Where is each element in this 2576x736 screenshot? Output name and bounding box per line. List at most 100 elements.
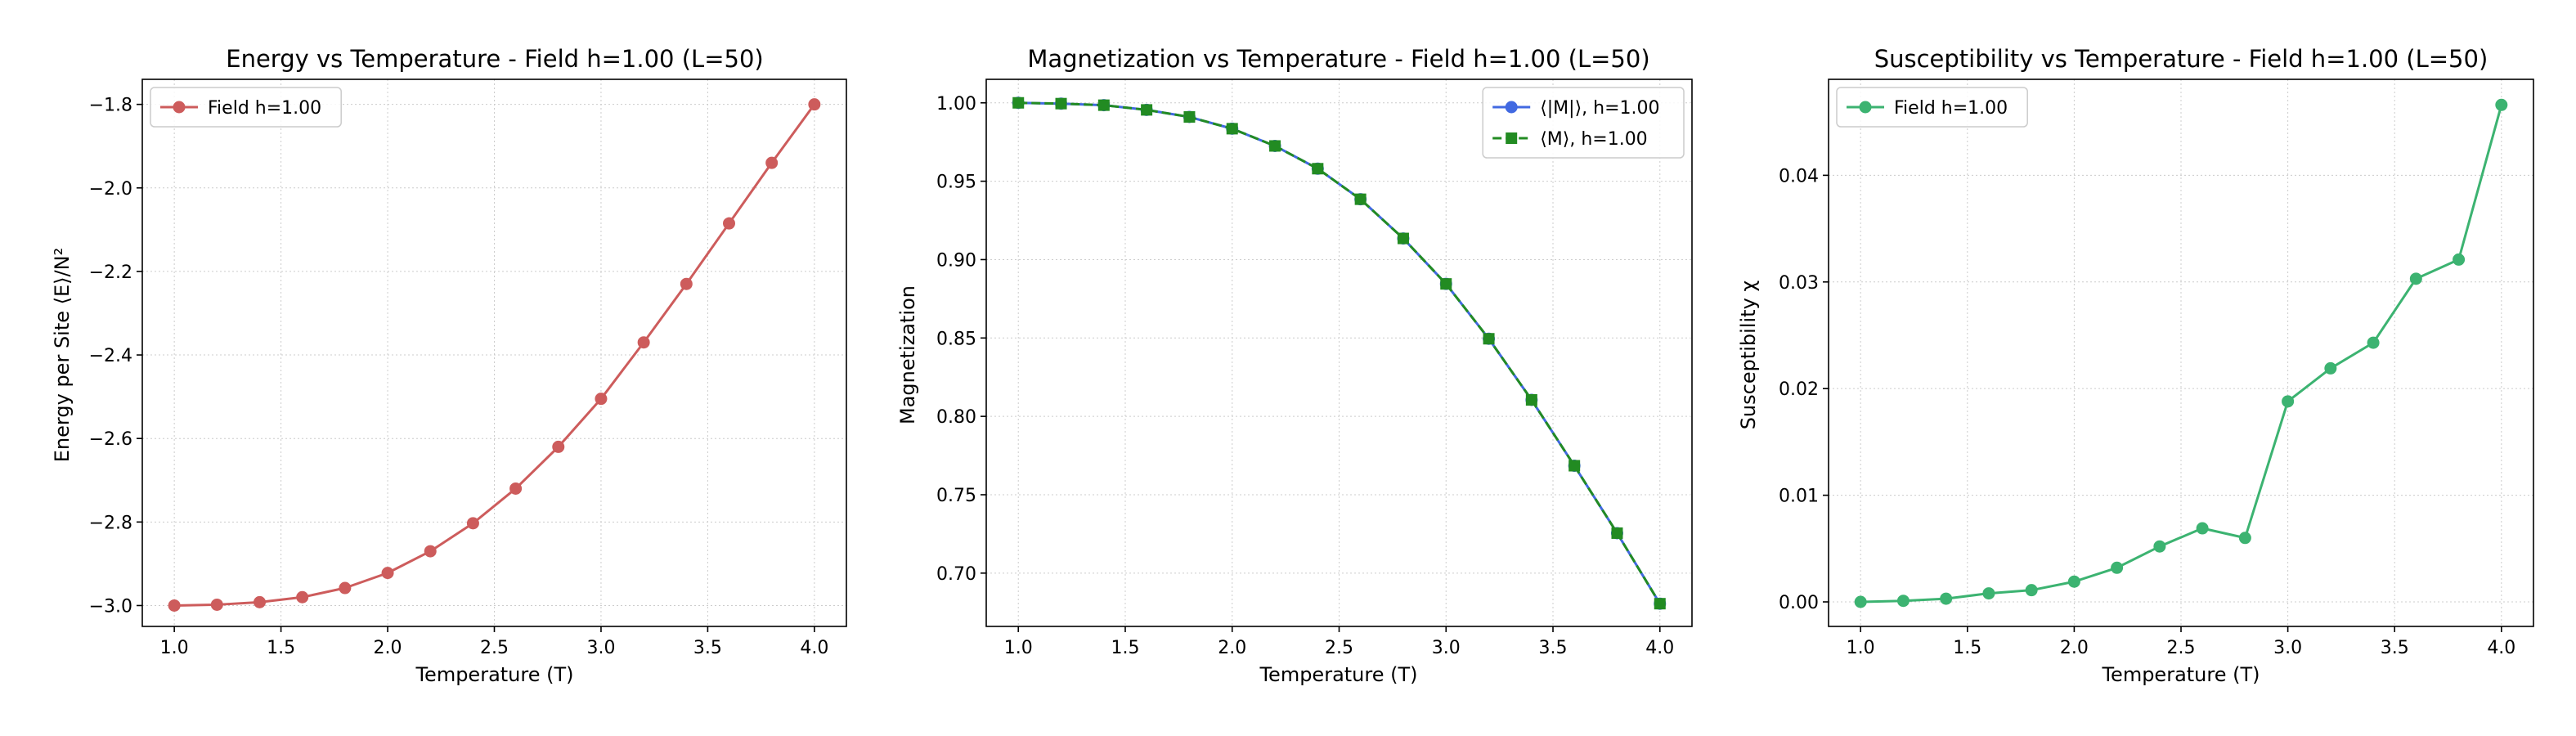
susceptibility-y-tick-label: 0.03 bbox=[1779, 273, 1819, 294]
energy-y-tick-label: −3.0 bbox=[89, 596, 132, 617]
magnetization-y-tick-label: 0.80 bbox=[936, 407, 976, 428]
energy-chart-title: Energy vs Temperature - Field h=1.00 (L=… bbox=[226, 45, 763, 73]
magnetization-legend-label: ⟨|M|⟩, h=1.00 bbox=[1540, 98, 1659, 119]
energy-x-tick-label: 3.5 bbox=[693, 638, 722, 658]
susceptibility-x-tick-label: 4.0 bbox=[2487, 638, 2515, 658]
magnetization-chart-title: Magnetization vs Temperature - Field h=1… bbox=[1027, 45, 1649, 73]
susceptibility-axes-frame bbox=[1828, 79, 2534, 627]
magnetization-legend-label: ⟨M⟩, h=1.00 bbox=[1540, 129, 1648, 150]
energy-data-point bbox=[552, 440, 565, 453]
energy-data-point bbox=[339, 581, 352, 595]
magnetization-axes-frame bbox=[985, 79, 1693, 627]
magnetization-y-tick-label: 0.85 bbox=[936, 329, 976, 349]
magnetization-y-tick-label: 0.70 bbox=[936, 564, 976, 585]
susceptibility-y-tick-label: 0.01 bbox=[1779, 487, 1819, 507]
magnetization-series-1 bbox=[1012, 96, 1666, 610]
energy-x-tick-label: 1.0 bbox=[160, 638, 189, 658]
susceptibility-data-point bbox=[2153, 540, 2166, 553]
susceptibility-x-tick-label: 1.5 bbox=[1953, 638, 1981, 658]
energy-axes-frame bbox=[141, 79, 847, 627]
susceptibility-plot-area: 1.0 1.5 2.0 2.5 3.0 3.5 4.0 0.00 0.01 0.02 0.03 0.0… bbox=[1779, 79, 2534, 658]
energy-series-0 bbox=[168, 98, 821, 612]
magnetization-data-point bbox=[1654, 598, 1666, 610]
magnetization-y-tick-label: 0.90 bbox=[936, 250, 976, 271]
magnetization-x-tick-label: 3.5 bbox=[1539, 638, 1568, 658]
magnetization-data-point bbox=[1568, 460, 1581, 472]
magnetization-x-tick-label: 2.0 bbox=[1218, 638, 1246, 658]
susceptibility-x-tick-label: 3.5 bbox=[2381, 638, 2409, 658]
energy-data-point bbox=[723, 217, 735, 230]
energy-series-line bbox=[174, 103, 816, 607]
magnetization-x-tick-label: 1.5 bbox=[1111, 638, 1139, 658]
magnetization-data-point bbox=[1312, 163, 1324, 175]
susceptibility-legend-label: Field h=1.00 bbox=[1894, 98, 2008, 119]
magnetization-data-point bbox=[1397, 232, 1409, 245]
susceptibility-data-point bbox=[1896, 595, 1910, 608]
energy-data-point bbox=[680, 277, 693, 290]
magnetization-y-tick-label: 0.75 bbox=[936, 486, 976, 506]
susceptibility-y-tick-label: 0.00 bbox=[1779, 593, 1819, 613]
susceptibility-legend: Field h=1.00 bbox=[1836, 87, 2028, 128]
energy-data-point bbox=[424, 545, 437, 558]
susceptibility-data-point bbox=[2025, 584, 2038, 597]
energy-data-point bbox=[296, 590, 309, 604]
energy-x-tick-label: 4.0 bbox=[800, 638, 828, 658]
magnetization-data-point bbox=[1183, 111, 1196, 123]
energy-x-tick-label: 3.0 bbox=[586, 638, 615, 658]
susceptibility-data-point bbox=[2495, 98, 2508, 111]
magnetization-data-point bbox=[1012, 96, 1025, 109]
magnetization-data-point bbox=[1269, 140, 1281, 152]
susceptibility-series-line bbox=[1860, 104, 2503, 604]
magnetization-data-point bbox=[1483, 333, 1495, 345]
susceptibility-x-tick-label: 2.0 bbox=[2060, 638, 2089, 658]
energy-x-tick-label: 1.5 bbox=[267, 638, 295, 658]
energy-data-point bbox=[808, 98, 821, 111]
magnetization-x-tick-label: 4.0 bbox=[1645, 638, 1674, 658]
energy-y-tick-label: −2.0 bbox=[89, 179, 132, 200]
magnetization-legend-box bbox=[1482, 87, 1685, 159]
magnetization-data-point bbox=[1055, 97, 1067, 110]
susceptibility-data-point bbox=[2238, 532, 2251, 545]
energy-legend-box bbox=[150, 87, 342, 128]
energy-data-point bbox=[168, 599, 181, 612]
magnetization-data-point bbox=[1097, 99, 1110, 111]
energy-y-tick-label: −2.4 bbox=[89, 346, 132, 366]
susceptibility-data-point bbox=[2409, 272, 2422, 285]
energy-data-point bbox=[466, 517, 479, 530]
energy-plot-area: 1.0 1.5 2.0 2.5 3.0 3.5 4.0 −3.0 −2.8 −2.6 −2.4 −2.… bbox=[89, 79, 847, 658]
susceptibility-data-point bbox=[2282, 395, 2295, 408]
energy-data-point bbox=[765, 156, 779, 169]
magnetization-data-point bbox=[1525, 394, 1537, 406]
energy-y-tick-label: −2.6 bbox=[89, 429, 132, 450]
susceptibility-x-tick-label: 1.0 bbox=[1847, 638, 1875, 658]
susceptibility-y-axis-label: Susceptibility χ bbox=[1737, 280, 1760, 430]
susceptibility-chart-panel: Susceptibility vs Temperature - Field h=… bbox=[1737, 45, 2534, 686]
magnetization-chart-panel: Magnetization vs Temperature - Field h=1… bbox=[896, 45, 1693, 686]
susceptibility-data-point bbox=[2453, 253, 2466, 266]
energy-chart-panel: Energy vs Temperature - Field h=1.00 (L=… bbox=[51, 45, 847, 686]
susceptibility-data-point bbox=[2067, 575, 2080, 588]
susceptibility-y-tick-label: 0.02 bbox=[1779, 379, 1819, 400]
magnetization-x-tick-label: 1.0 bbox=[1004, 638, 1033, 658]
magnetization-plot-area: 1.0 1.5 2.0 2.5 3.0 3.5 4.0 0.70 0.75 0.80 0.85 0.9… bbox=[936, 79, 1693, 658]
energy-data-point bbox=[595, 393, 608, 406]
energy-y-axis-label: Energy per Site ⟨E⟩/N² bbox=[51, 248, 74, 462]
energy-x-tick-label: 2.0 bbox=[374, 638, 402, 658]
susceptibility-x-axis-label: Temperature (T) bbox=[2101, 663, 2260, 686]
susceptibility-y-tick-label: 0.04 bbox=[1779, 166, 1819, 186]
magnetization-data-point bbox=[1611, 527, 1623, 539]
magnetization-y-tick-label: 1.00 bbox=[936, 94, 976, 114]
energy-x-tick-label: 2.5 bbox=[480, 638, 509, 658]
energy-data-point bbox=[210, 598, 223, 611]
magnetization-series-line bbox=[1018, 101, 1662, 604]
magnetization-y-tick-label: 0.95 bbox=[936, 173, 976, 193]
susceptibility-x-tick-label: 2.5 bbox=[2167, 638, 2196, 658]
magnetization-legend: ⟨|M|⟩, h=1.00 ⟨M⟩, h=1.00 bbox=[1482, 87, 1685, 159]
susceptibility-data-point bbox=[2324, 361, 2337, 375]
susceptibility-chart-title: Susceptibility vs Temperature - Field h=… bbox=[1874, 45, 2488, 73]
susceptibility-data-point bbox=[1854, 595, 1867, 608]
susceptibility-legend-marker bbox=[1859, 101, 1872, 114]
susceptibility-data-point bbox=[1982, 587, 1995, 600]
